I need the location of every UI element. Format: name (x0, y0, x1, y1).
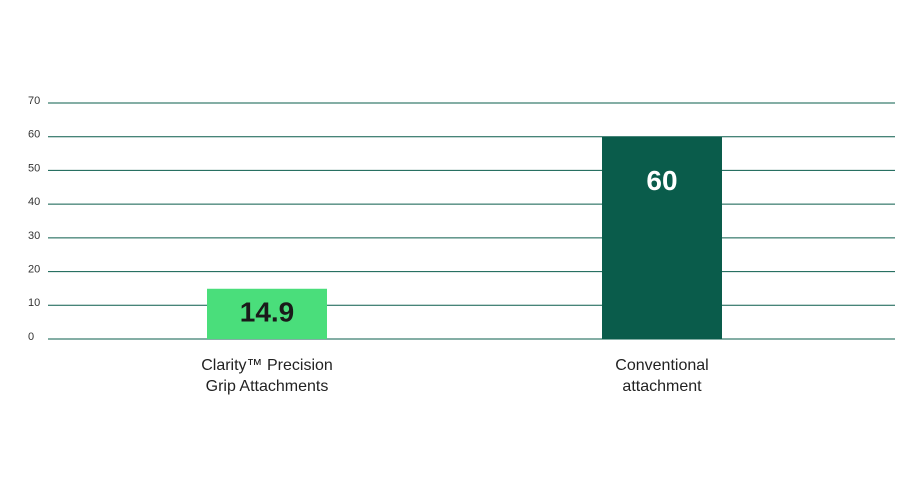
x-tick-label-line: attachment (622, 378, 702, 395)
x-tick-label-line: Clarity™ Precision (201, 357, 333, 374)
x-tick-label: Clarity™ Precision Grip Attachments (201, 357, 333, 395)
y-tick-label: 50 (28, 162, 40, 174)
x-tick-label: Conventional attachment (615, 357, 708, 395)
value-label: 60 (646, 165, 677, 196)
y-tick-label: 40 (28, 196, 40, 208)
bar (207, 288, 327, 339)
value-label: 14.9 (240, 296, 295, 327)
y-tick-label: 60 (28, 129, 40, 141)
x-tick-label-line: Conventional (615, 357, 708, 374)
bar (602, 136, 722, 339)
y-tick-label: 70 (28, 95, 40, 107)
x-tick-label-line: Grip Attachments (206, 378, 329, 395)
y-tick-label: 30 (28, 230, 40, 242)
y-tick-label: 0 (28, 331, 34, 343)
y-tick-label: 20 (28, 263, 40, 275)
y-tick-label: 10 (28, 297, 40, 309)
